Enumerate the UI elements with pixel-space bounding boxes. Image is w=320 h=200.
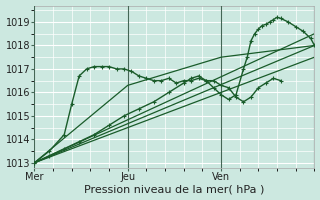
X-axis label: Pression niveau de la mer( hPa ): Pression niveau de la mer( hPa ) bbox=[84, 184, 265, 194]
